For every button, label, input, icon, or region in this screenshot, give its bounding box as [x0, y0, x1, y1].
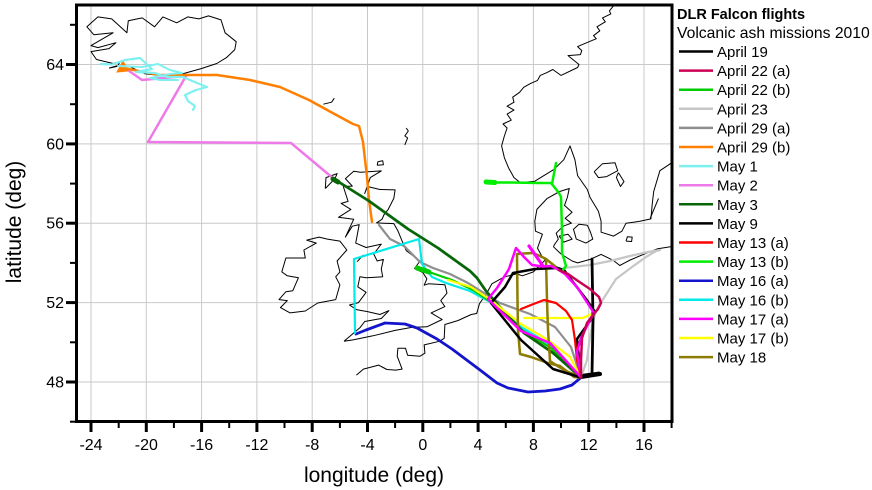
svg-text:May 18: May 18 [717, 350, 766, 367]
svg-text:May 16 (a): May 16 (a) [717, 273, 789, 290]
svg-text:-12: -12 [245, 437, 268, 454]
svg-text:longitude (deg): longitude (deg) [304, 464, 444, 487]
svg-text:-20: -20 [135, 437, 158, 454]
svg-text:May 13 (b): May 13 (b) [717, 254, 789, 271]
svg-text:60: 60 [46, 136, 64, 153]
svg-text:12: 12 [580, 437, 598, 454]
svg-text:May 16 (b): May 16 (b) [717, 292, 789, 309]
svg-text:56: 56 [46, 216, 64, 233]
svg-text:16: 16 [635, 437, 653, 454]
svg-text:DLR Falcon flights: DLR Falcon flights [677, 7, 805, 23]
svg-text:April 23: April 23 [717, 101, 768, 118]
svg-text:May 9: May 9 [717, 216, 758, 233]
svg-text:May 3: May 3 [717, 197, 758, 214]
svg-text:latitude (deg): latitude (deg) [3, 161, 26, 284]
svg-text:May 17 (a): May 17 (a) [717, 311, 789, 328]
svg-text:April 22 (a): April 22 (a) [717, 63, 790, 80]
svg-text:-8: -8 [305, 437, 319, 454]
svg-text:48: 48 [46, 375, 64, 392]
svg-text:8: 8 [529, 437, 538, 454]
svg-text:-4: -4 [360, 437, 374, 454]
svg-text:52: 52 [46, 295, 64, 312]
svg-text:April 29 (b): April 29 (b) [717, 140, 790, 157]
svg-text:May 17 (b): May 17 (b) [717, 331, 789, 348]
svg-text:Volcanic ash missions 2010: Volcanic ash missions 2010 [677, 25, 870, 42]
svg-text:-16: -16 [190, 437, 213, 454]
svg-text:64: 64 [46, 57, 64, 74]
svg-text:April 19: April 19 [717, 44, 768, 61]
svg-text:April 22 (b): April 22 (b) [717, 82, 790, 99]
svg-text:April 29 (a): April 29 (a) [717, 120, 790, 137]
svg-text:May 13 (a): May 13 (a) [717, 235, 789, 252]
svg-text:May 2: May 2 [717, 178, 758, 195]
svg-text:4: 4 [474, 437, 483, 454]
svg-text:May 1: May 1 [717, 159, 758, 176]
svg-text:0: 0 [418, 437, 427, 454]
svg-text:-24: -24 [79, 437, 102, 454]
